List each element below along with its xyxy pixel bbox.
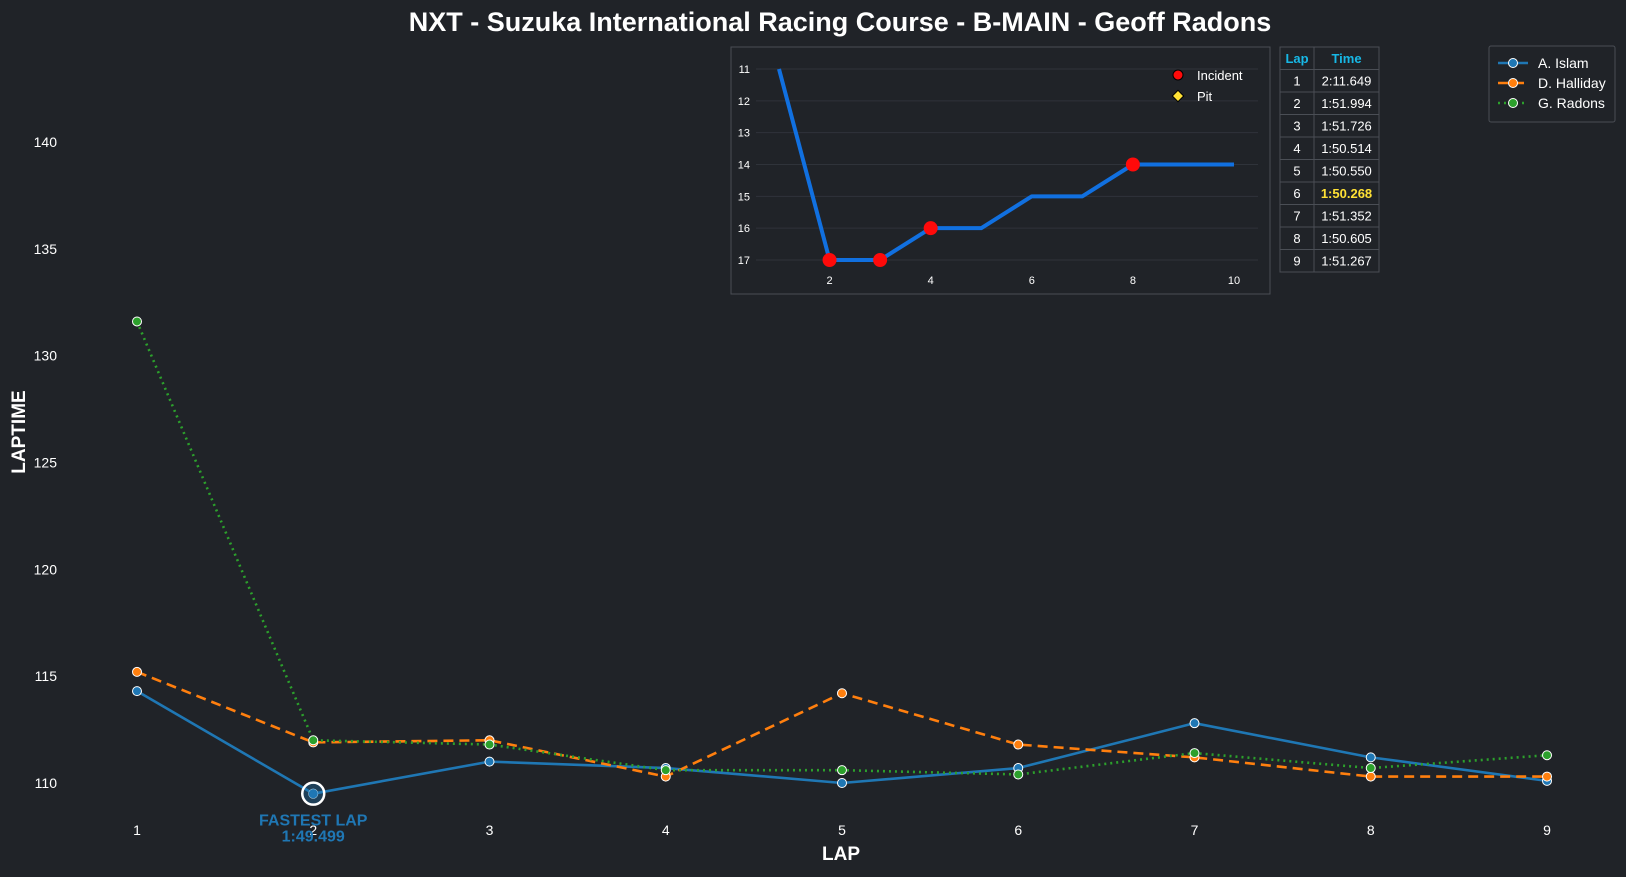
incident-marker bbox=[923, 221, 938, 236]
table-time-cell: 1:50.550 bbox=[1321, 164, 1372, 179]
data-point bbox=[1365, 752, 1376, 763]
chart-legend: A. Islam D. Halliday G. Radons bbox=[1488, 45, 1616, 123]
legend-marker bbox=[1508, 58, 1518, 68]
incident-marker bbox=[822, 253, 837, 267]
x-tick-label: 4 bbox=[662, 822, 670, 838]
data-point bbox=[132, 666, 142, 677]
x-tick-label: 6 bbox=[1014, 822, 1022, 838]
table-time-cell: 2:11.649 bbox=[1322, 74, 1372, 89]
table-header: Time bbox=[1331, 51, 1361, 66]
data-point bbox=[1542, 771, 1552, 782]
data-point bbox=[1013, 739, 1024, 750]
x-tick-label: 3 bbox=[486, 822, 494, 838]
table-lap-cell: 6 bbox=[1293, 186, 1300, 201]
table-lap-cell: 7 bbox=[1293, 209, 1300, 224]
inset-x-tick-label: 2 bbox=[826, 275, 832, 287]
inset-y-tick-label: 13 bbox=[738, 128, 750, 140]
series-line bbox=[135, 320, 1548, 776]
y-tick-label: 135 bbox=[34, 241, 58, 257]
y-axis-label: LAPTIME bbox=[9, 390, 30, 473]
table-lap-cell: 1 bbox=[1293, 74, 1300, 89]
table-time-cell: 1:51.352 bbox=[1321, 209, 1372, 224]
table-lap-cell: 2 bbox=[1293, 96, 1300, 111]
x-tick-label: 2 bbox=[309, 822, 317, 838]
data-point bbox=[484, 739, 495, 750]
x-tick-label: 8 bbox=[1367, 822, 1375, 838]
y-tick-label: 140 bbox=[34, 134, 58, 150]
x-tick-label: 9 bbox=[1543, 822, 1551, 838]
table-time-cell: 1:51.994 bbox=[1321, 96, 1372, 111]
data-point bbox=[1542, 750, 1552, 761]
series-line bbox=[136, 670, 1547, 778]
incident-marker bbox=[873, 253, 888, 267]
table-time-cell: 1:51.726 bbox=[1321, 119, 1372, 134]
data-point bbox=[484, 756, 495, 767]
pit-legend-marker bbox=[1171, 89, 1185, 103]
main-plot-area: 1 2 3 4 5 6 7 8 9 110 115 120 125 130 135 140 FASTEST LA… bbox=[34, 134, 1552, 846]
y-tick-label: 110 bbox=[35, 775, 58, 791]
position-line bbox=[777, 68, 1234, 262]
inset-y-tick-label: 15 bbox=[738, 191, 750, 203]
y-tick-label: 115 bbox=[35, 668, 58, 684]
table-lap-cell: 8 bbox=[1293, 231, 1300, 246]
inset-y-tick-label: 11 bbox=[739, 64, 750, 76]
data-point bbox=[1189, 718, 1200, 729]
lap-time-table: Lap Time 1 2:11.649 2 1:51.994 3 1:51.726 4 1:50.… bbox=[1279, 46, 1380, 273]
inset-y-tick-label: 14 bbox=[738, 160, 750, 172]
table-time-cell: 1:50.268 bbox=[1321, 186, 1372, 201]
position-inset-chart: 11 12 13 14 15 16 17 2 4 6 8 10 Incident Pit bbox=[730, 46, 1271, 295]
data-point bbox=[132, 686, 142, 697]
data-point bbox=[308, 735, 319, 746]
table-time-cell: 1:50.605 bbox=[1321, 231, 1372, 246]
data-point bbox=[837, 765, 847, 776]
incident-marker bbox=[1125, 157, 1140, 172]
chart-title: NXT - Suzuka International Racing Course… bbox=[409, 7, 1272, 37]
data-point bbox=[837, 688, 847, 699]
y-tick-label: 120 bbox=[34, 561, 58, 577]
inset-x-tick-label: 6 bbox=[1029, 275, 1035, 287]
pit-legend-label: Pit bbox=[1197, 89, 1213, 104]
table-lap-cell: 5 bbox=[1293, 164, 1300, 179]
table-time-cell: 1:50.514 bbox=[1321, 141, 1372, 156]
fastest-lap-time: 1:49.499 bbox=[282, 829, 345, 846]
data-point bbox=[1365, 771, 1376, 782]
x-tick-label: 7 bbox=[1191, 822, 1199, 838]
table-cell bbox=[1313, 249, 1380, 273]
incident-legend-marker bbox=[1172, 69, 1184, 81]
data-point bbox=[132, 316, 142, 327]
inset-y-tick-label: 16 bbox=[738, 223, 750, 235]
y-tick-label: 130 bbox=[34, 348, 58, 364]
legend-entry: G. Radons bbox=[1538, 95, 1605, 111]
inset-y-tick-label: 12 bbox=[738, 96, 750, 108]
table-header: Lap bbox=[1285, 51, 1308, 66]
data-point bbox=[1013, 769, 1024, 780]
x-tick-label: 1 bbox=[133, 822, 141, 838]
legend-entry: A. Islam bbox=[1538, 55, 1589, 71]
table-lap-cell: 9 bbox=[1293, 254, 1300, 269]
legend-marker bbox=[1508, 98, 1518, 108]
inset-y-tick-label: 17 bbox=[738, 255, 750, 267]
data-point bbox=[1189, 748, 1200, 759]
x-tick-label: 5 bbox=[838, 822, 846, 838]
table-lap-cell: 3 bbox=[1293, 119, 1300, 134]
data-point bbox=[1365, 763, 1376, 774]
inset-x-tick-label: 4 bbox=[928, 275, 934, 287]
inset-frame bbox=[730, 46, 1271, 295]
y-tick-label: 125 bbox=[34, 455, 58, 471]
legend-box bbox=[1488, 45, 1616, 123]
data-point bbox=[660, 765, 671, 776]
fastest-lap-dot bbox=[308, 789, 318, 799]
table-lap-cell: 4 bbox=[1293, 141, 1300, 156]
legend-marker bbox=[1508, 78, 1518, 88]
incident-legend-label: Incident bbox=[1197, 68, 1243, 83]
x-axis-label: LAP bbox=[822, 844, 860, 865]
table-time-cell: 1:51.267 bbox=[1321, 254, 1372, 269]
fastest-lap-label: FASTEST LAP bbox=[259, 813, 368, 830]
inset-x-tick-label: 10 bbox=[1228, 275, 1240, 287]
legend-entry: D. Halliday bbox=[1538, 75, 1606, 91]
inset-x-tick-label: 8 bbox=[1130, 275, 1136, 287]
data-point bbox=[837, 778, 847, 788]
